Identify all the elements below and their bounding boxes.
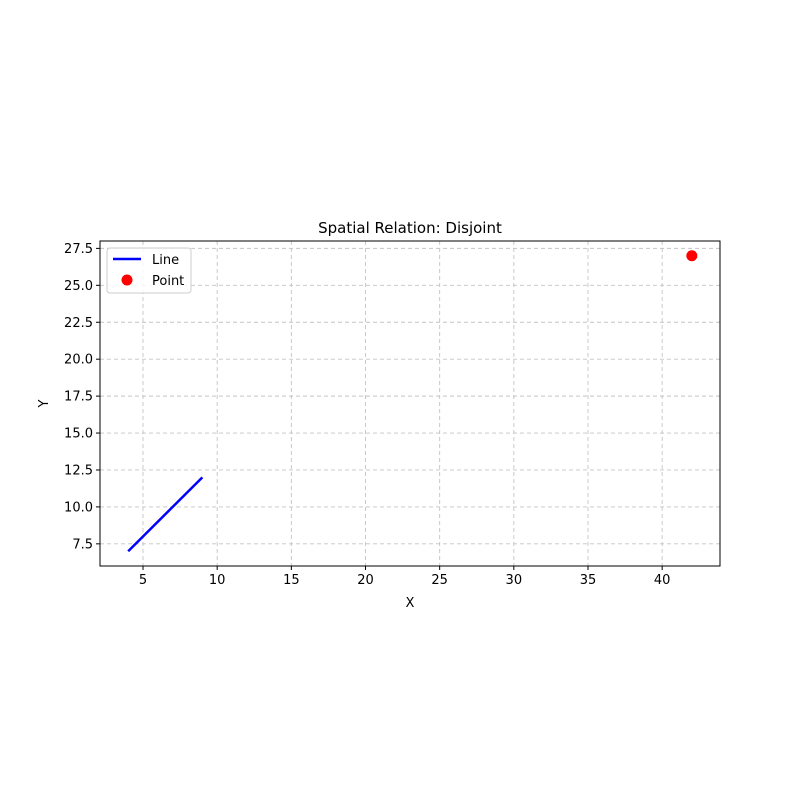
y-tick-label: 15.0: [64, 427, 93, 442]
chart-title: Spatial Relation: Disjoint: [318, 219, 502, 237]
x-tick-label: 15: [283, 573, 300, 588]
x-tick-label: 5: [139, 573, 147, 588]
y-tick-label: 17.5: [64, 390, 93, 405]
x-axis-label: X: [406, 596, 415, 611]
x-tick-label: 30: [506, 573, 523, 588]
legend-point-swatch: [121, 274, 133, 286]
scatter-point: [686, 250, 698, 262]
y-tick-label: 27.5: [64, 242, 93, 257]
y-tick-label: 7.5: [72, 537, 93, 552]
y-tick-label: 12.5: [64, 463, 93, 478]
y-tick-label: 10.0: [64, 500, 93, 515]
legend: Line Point: [106, 247, 192, 294]
y-tick-label: 22.5: [64, 316, 93, 331]
x-tick-label: 20: [357, 573, 374, 588]
y-tick-label: 25.0: [64, 279, 93, 294]
y-axis-label: Y: [37, 399, 52, 408]
axis-ticks: 5 10 15 20 25 30 35 40 7.5 10.0 12.5 15.0 17.5 20.0 22…: [64, 242, 670, 588]
x-tick-label: 25: [431, 573, 448, 588]
legend-label-line: Line: [152, 253, 179, 268]
legend-label-point: Point: [152, 274, 184, 289]
x-tick-label: 40: [654, 573, 671, 588]
plot-area: [127, 250, 698, 553]
line-series: [127, 476, 204, 553]
grid-lines: [100, 241, 720, 566]
plot-frame: [99, 240, 721, 567]
x-tick-label: 35: [580, 573, 597, 588]
y-tick-label: 20.0: [64, 353, 93, 368]
x-tick-label: 10: [209, 573, 226, 588]
